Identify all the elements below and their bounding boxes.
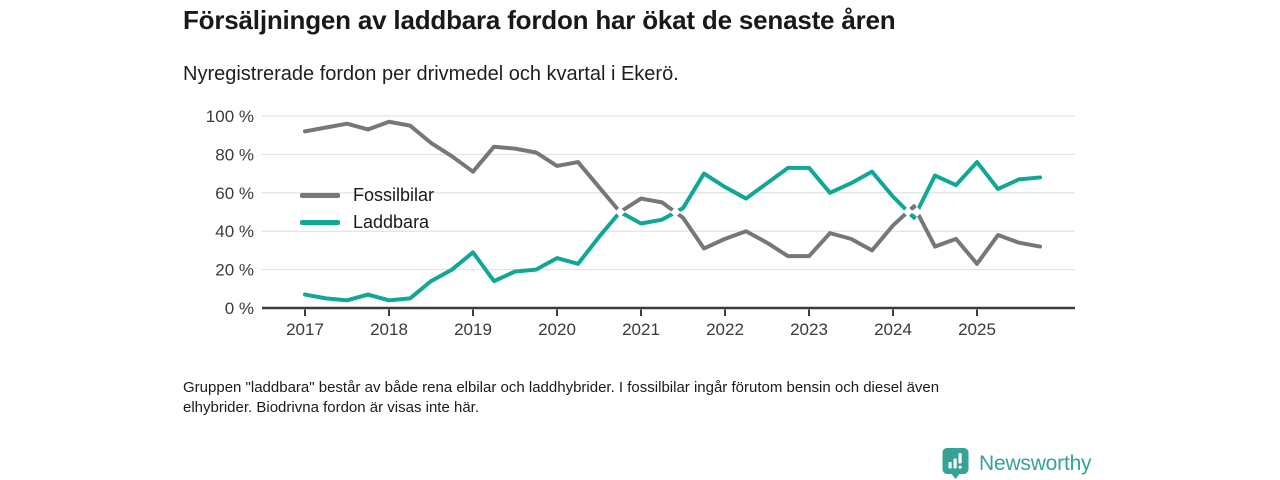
chart-subtitle: Nyregistrerade fordon per drivmedel och … — [183, 63, 679, 85]
footnote-line-2: elhybrider. Biodrivna fordon är visas in… — [183, 399, 479, 416]
bar-icon — [958, 453, 962, 464]
x-tick-label: 2024 — [874, 320, 912, 339]
bar-icon — [953, 458, 957, 469]
x-tick-label: 2022 — [706, 320, 744, 339]
x-tick-label: 2019 — [454, 320, 492, 339]
y-tick-label: 40 % — [215, 222, 254, 241]
chart-legend: Fossilbilar Laddbara — [300, 185, 434, 232]
x-tick-label: 2021 — [622, 320, 660, 339]
legend-label: Laddbara — [353, 211, 430, 232]
dot-icon — [958, 465, 962, 469]
bar-icon — [948, 462, 952, 469]
chart-footnote: Gruppen "laddbara" består av både rena e… — [183, 378, 1083, 418]
y-tick-label: 100 % — [206, 107, 254, 126]
x-tick-label: 2017 — [286, 320, 324, 339]
y-tick-label: 80 % — [215, 145, 254, 164]
crossing-diamond-marker — [911, 206, 922, 217]
footnote-line-1: Gruppen "laddbara" består av både rena e… — [183, 379, 940, 396]
crossing-diamond-marker — [670, 207, 681, 218]
crossing-diamond-marker — [903, 206, 913, 217]
brand-name: Newsworthy — [979, 451, 1092, 475]
x-tick-label: 2020 — [538, 320, 576, 339]
newsworthy-pin-icon — [942, 448, 969, 479]
x-tick-label: 2018 — [370, 320, 408, 339]
page-title: Försäljningen av laddbara fordon har öka… — [183, 5, 896, 35]
legend-label: Fossilbilar — [353, 184, 435, 205]
newsworthy-logo[interactable]: Newsworthy — [942, 447, 1092, 480]
legend-item-fossilbilar: Fossilbilar — [300, 185, 434, 205]
y-tick-label: 20 % — [215, 261, 254, 280]
legend-swatch-fossilbilar — [300, 192, 340, 198]
line-chart: 0 % 20 % 40 % 60 % 80 % 100 % 2017 2018 2019 2020… — [206, 107, 1075, 339]
y-tick-label: 60 % — [215, 184, 254, 203]
crossing-diamond-marker — [615, 207, 625, 217]
legend-swatch-laddbara — [300, 219, 340, 225]
x-tick-label: 2025 — [958, 320, 996, 339]
y-tick-label: 0 % — [225, 299, 254, 318]
x-tick-label: 2023 — [790, 320, 828, 339]
legend-item-laddbara: Laddbara — [300, 212, 434, 232]
